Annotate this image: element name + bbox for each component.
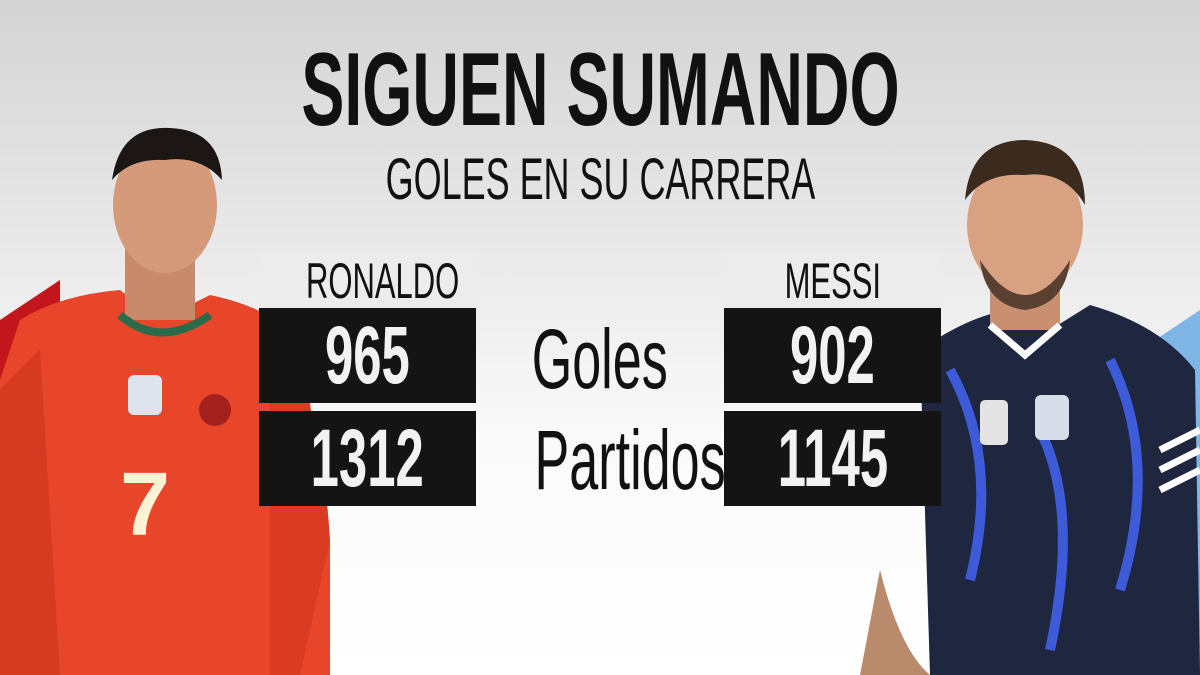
messi-goals: 902	[790, 310, 875, 401]
ronaldo-photo: 7	[0, 127, 330, 675]
subtitle-text: GOLES EN SU CARRERA	[385, 147, 815, 212]
messi-name-label: MESSI	[724, 250, 941, 309]
messi-goals-box: 902	[724, 308, 941, 403]
title-text: SIGUEN SUMANDO	[300, 32, 900, 148]
ronaldo-name: RONALDO	[305, 253, 460, 309]
ronaldo-goals: 965	[325, 310, 410, 401]
goals-label-text: Goles	[531, 312, 669, 406]
messi-matches-box: 1145	[724, 411, 941, 506]
ronaldo-matches: 1312	[310, 413, 425, 504]
ronaldo-goals-box: 965	[259, 308, 476, 403]
messi-matches: 1145	[777, 413, 888, 504]
svg-text:7: 7	[120, 455, 170, 555]
matches-label: Partidos	[476, 413, 726, 508]
ronaldo-matches-box: 1312	[259, 411, 476, 506]
messi-photo	[860, 140, 1200, 675]
goals-label: Goles	[476, 312, 724, 407]
ronaldo-name-label: RONALDO	[259, 250, 476, 309]
page-title: SIGUEN SUMANDO	[0, 38, 1200, 142]
matches-label-text: Partidos	[534, 413, 726, 507]
messi-name: MESSI	[784, 253, 881, 309]
page-subtitle: GOLES EN SU CARRERA	[0, 150, 1200, 210]
